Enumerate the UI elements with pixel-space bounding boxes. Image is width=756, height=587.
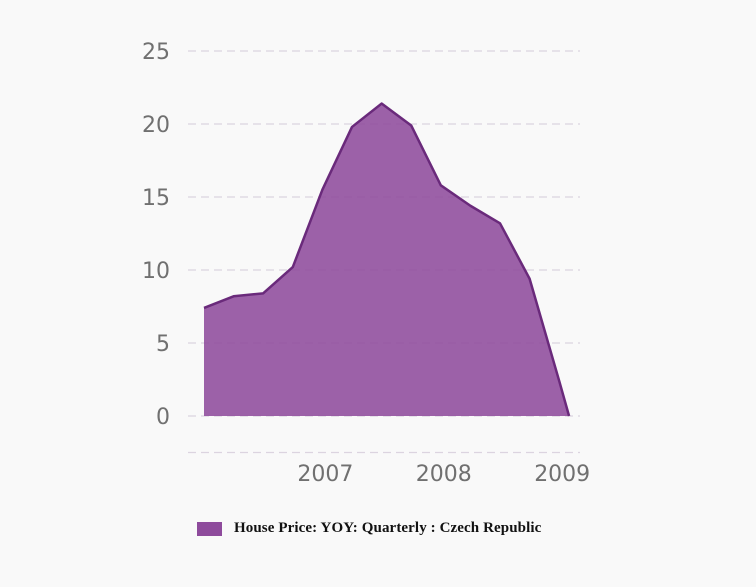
legend: House Price: YOY: Quarterly : Czech Repu… (197, 520, 541, 537)
y-tick-label: 5 (156, 332, 170, 357)
y-tick-label: 0 (156, 405, 170, 430)
x-axis-ticks: 2007 2008 2009 (297, 462, 590, 487)
y-axis-ticks: 25 20 15 10 5 0 (142, 40, 170, 430)
y-tick-label: 10 (142, 259, 170, 284)
series-layer (203, 102, 571, 417)
y-tick-label: 15 (142, 186, 170, 211)
series-line (203, 102, 571, 417)
legend-label: House Price: YOY: Quarterly : Czech Repu… (234, 520, 542, 536)
legend-swatch (197, 521, 222, 536)
y-tick-label: 25 (142, 40, 170, 65)
series-area (204, 103, 570, 416)
y-tick-label: 20 (142, 113, 170, 138)
x-tick-label: 2007 (297, 462, 353, 487)
x-tick-label: 2008 (416, 462, 472, 487)
x-tick-label: 2009 (534, 462, 590, 487)
